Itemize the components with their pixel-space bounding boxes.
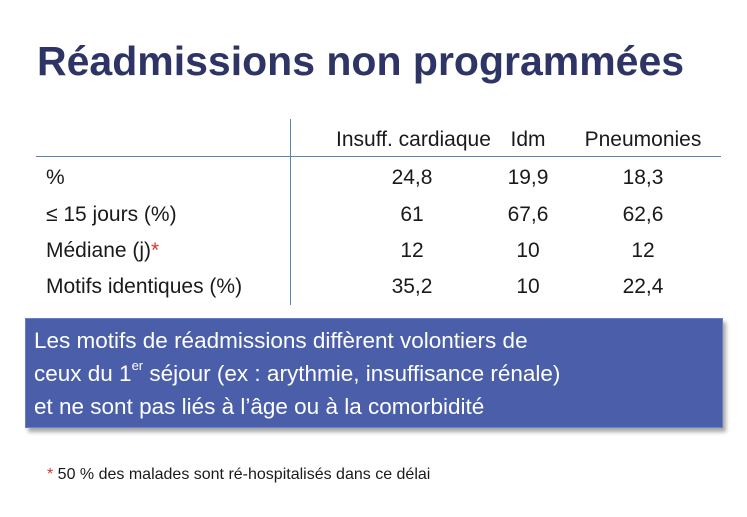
superscript: er [131,357,144,373]
row-label: % [46,166,65,189]
row-label: ≤ 15 jours (%) [46,203,177,226]
footnote: * 50 % des malades sont ré-hospitalisés … [47,466,430,484]
callout-text: séjour (ex : arythmie, insuffisance réna… [143,361,561,386]
table-vertical-rule [290,119,291,305]
asterisk-mark: * [151,239,160,262]
footnote-text: 50 % des malades sont ré-hospitalisés da… [53,466,431,483]
table-header-rule [36,156,721,157]
callout-line: ceux du 1er séjour (ex : arythmie, insuf… [34,357,722,390]
table-cell: 62,6 [622,203,664,226]
table-cell: 19,9 [507,166,549,189]
table-cell: 10 [516,275,540,298]
callout-line: et ne sont pas liés à l’âge ou à la como… [34,394,485,419]
header-pneumonies: Pneumonies [584,128,702,151]
header-idm: Idm [510,128,546,151]
callout-box: Les motifs de réadmissions diffèrent vol… [25,318,723,428]
table-cell: 35,2 [391,275,433,298]
header-insuff-cardiaque: Insuff. cardiaque [336,128,491,151]
table-cell: 61 [400,203,424,226]
slide-title: Réadmissions non programmées [37,38,685,84]
table-cell: 67,6 [507,203,549,226]
table-cell: 12 [631,239,655,262]
callout-text: ceux du 1 [34,361,132,386]
row-label: Motifs identiques (%) [46,275,243,298]
table-cell: 12 [400,239,424,262]
row-label-text: Médiane (j) [46,239,152,262]
asterisk-mark: * [47,466,54,483]
table-cell: 22,4 [622,275,664,298]
callout-line: Les motifs de réadmissions diffèrent vol… [34,328,528,353]
table-cell: 24,8 [391,166,433,189]
table-cell: 10 [516,239,540,262]
table-cell: 18,3 [622,166,664,189]
row-label: Médiane (j)* [46,235,159,267]
